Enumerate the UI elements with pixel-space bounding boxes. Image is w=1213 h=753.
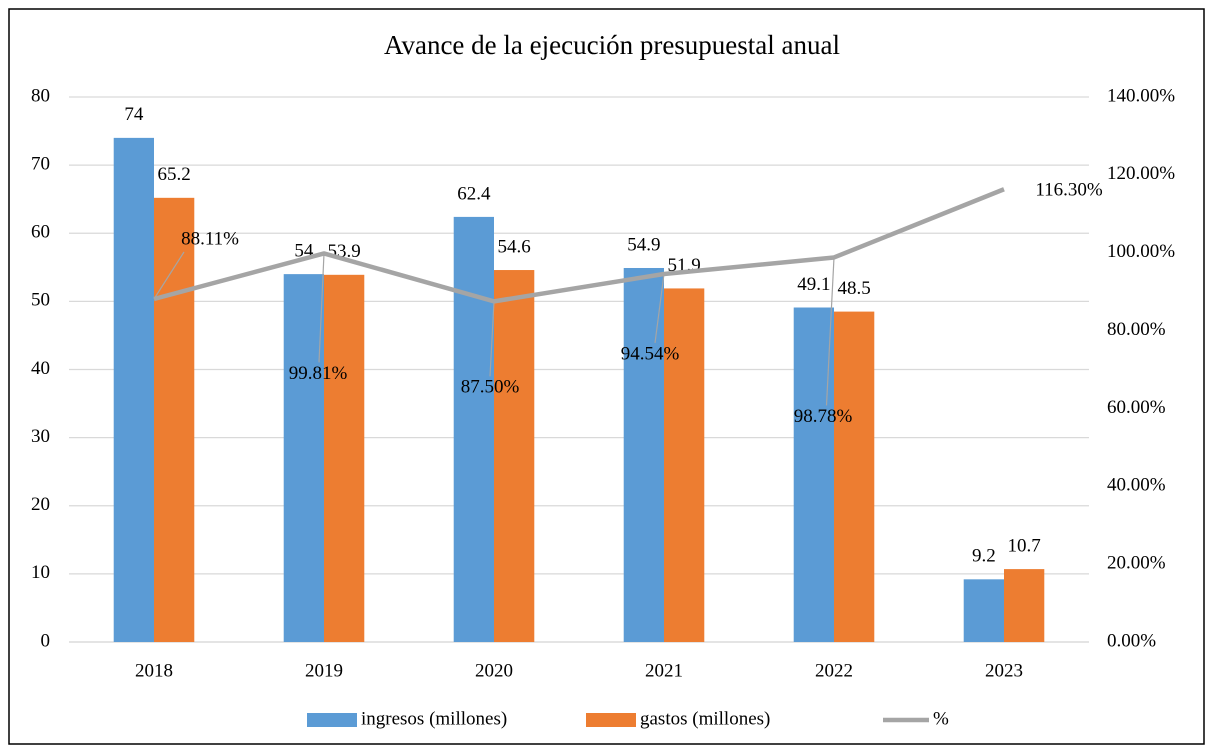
bar [793, 307, 834, 642]
y2-tick-label: 100.00% [1107, 241, 1175, 262]
bar-value-label: 49.1 [797, 274, 830, 295]
x-tick-label: 2019 [305, 660, 343, 681]
line-series [153, 187, 1005, 304]
bar [324, 274, 365, 642]
bar [963, 579, 1004, 642]
bar [664, 288, 705, 642]
bar-value-label: 9.2 [972, 546, 996, 567]
y2-tick-label: 20.00% [1107, 553, 1166, 574]
chart-title: Avance de la ejecución presupuestal anua… [384, 30, 840, 60]
y-tick-label: 30 [31, 426, 50, 447]
y-tick-label: 40 [31, 358, 50, 379]
bar-value-label: 10.7 [1008, 535, 1041, 556]
y2-tick-label: 0.00% [1107, 630, 1156, 651]
leader-line [489, 301, 495, 377]
x-tick-label: 2021 [645, 660, 683, 681]
legend-label: % [933, 708, 949, 729]
leader-line [153, 251, 185, 300]
y-tick-label: 70 [31, 153, 50, 174]
bar [623, 267, 664, 642]
x-tick-label: 2020 [475, 660, 513, 681]
bar-value-label: 74 [124, 104, 144, 125]
legend-swatch [586, 713, 636, 727]
y-tick-label: 80 [31, 85, 50, 106]
x-tick-label: 2022 [815, 660, 853, 681]
y2-tick-label: 60.00% [1107, 397, 1166, 418]
x-tick-label: 2018 [135, 660, 173, 681]
bar-value-label: 54.9 [627, 234, 660, 255]
bar [154, 197, 195, 642]
y2-tick-label: 140.00% [1107, 85, 1175, 106]
line-value-label: 99.81% [289, 363, 348, 384]
line-value-label: 87.50% [461, 377, 520, 398]
bar [283, 274, 324, 642]
line-value-label: 88.11% [181, 228, 239, 249]
line-value-label: 116.30% [1035, 180, 1103, 201]
bar-value-label: 65.2 [158, 164, 191, 185]
bar [834, 311, 875, 642]
bar-value-label: 62.4 [457, 183, 491, 204]
y2-tick-label: 120.00% [1107, 163, 1175, 184]
legend-label: gastos (millones) [640, 708, 770, 729]
bar-value-label: 48.5 [838, 278, 871, 299]
leader-line [318, 253, 325, 363]
y-tick-label: 60 [31, 222, 50, 243]
leader-line [825, 257, 835, 406]
x-tick-label: 2023 [985, 660, 1023, 681]
legend-swatch [307, 713, 357, 727]
y-tick-label: 20 [31, 494, 50, 515]
y2-tick-label: 40.00% [1107, 475, 1166, 496]
y-tick-label: 50 [31, 290, 50, 311]
y2-tick-label: 80.00% [1107, 319, 1166, 340]
bar [494, 270, 535, 642]
leader-line [654, 273, 665, 344]
line-value-label: 94.54% [621, 343, 680, 364]
bar [453, 216, 494, 642]
bar-value-label: 54.6 [498, 236, 531, 257]
bar [1004, 569, 1045, 642]
bar [113, 137, 154, 642]
line-value-label: 98.78% [794, 406, 853, 427]
legend-label: ingresos (millones) [361, 708, 507, 729]
y-tick-label: 0 [41, 630, 51, 651]
y-tick-label: 10 [31, 562, 50, 583]
